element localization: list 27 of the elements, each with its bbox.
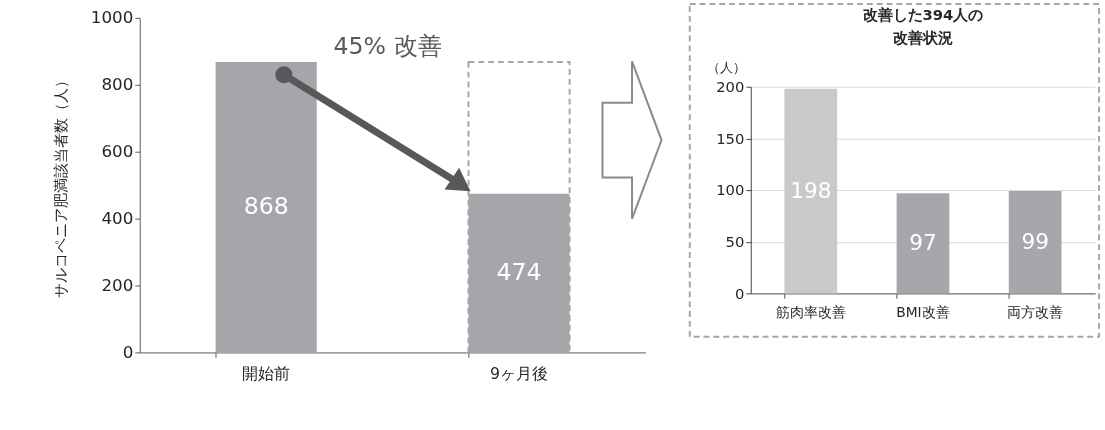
data-label: 99 <box>1021 229 1049 255</box>
y-tick-label: 600 <box>101 141 134 162</box>
x-tick-label: 筋肉率改善 <box>775 304 846 321</box>
x-tick-label: 9ヶ月後 <box>490 363 549 383</box>
y-axis-title: （人） <box>706 60 746 76</box>
y-tick-label: 0 <box>122 341 134 362</box>
y-tick-label: 1000 <box>90 7 134 28</box>
y-tick-label: 50 <box>725 233 745 251</box>
y-tick-label: 150 <box>716 129 745 147</box>
x-tick-label: BMI改善 <box>896 304 950 321</box>
y-tick-label: 200 <box>716 78 745 96</box>
y-tick-label: 200 <box>101 274 134 295</box>
x-tick-label: 両方改善 <box>1007 304 1064 321</box>
chart-title: 改善した394人の改善状況 <box>862 5 984 47</box>
y-tick-label: 400 <box>101 208 134 229</box>
annotation: 45% 改善 <box>333 32 442 61</box>
bar <box>896 193 950 294</box>
y-tick-label: 800 <box>101 74 134 95</box>
y-tick-label: 0 <box>734 284 745 302</box>
data-label: 97 <box>909 230 937 256</box>
bar <box>784 88 838 294</box>
y-axis-title: サルコペニア肥満該当者数（人） <box>52 73 70 299</box>
bar <box>1008 191 1062 294</box>
y-tick-label: 100 <box>716 181 745 199</box>
data-label: 868 <box>243 192 289 221</box>
data-label: 474 <box>496 258 542 287</box>
x-tick-label: 開始前 <box>242 363 291 383</box>
